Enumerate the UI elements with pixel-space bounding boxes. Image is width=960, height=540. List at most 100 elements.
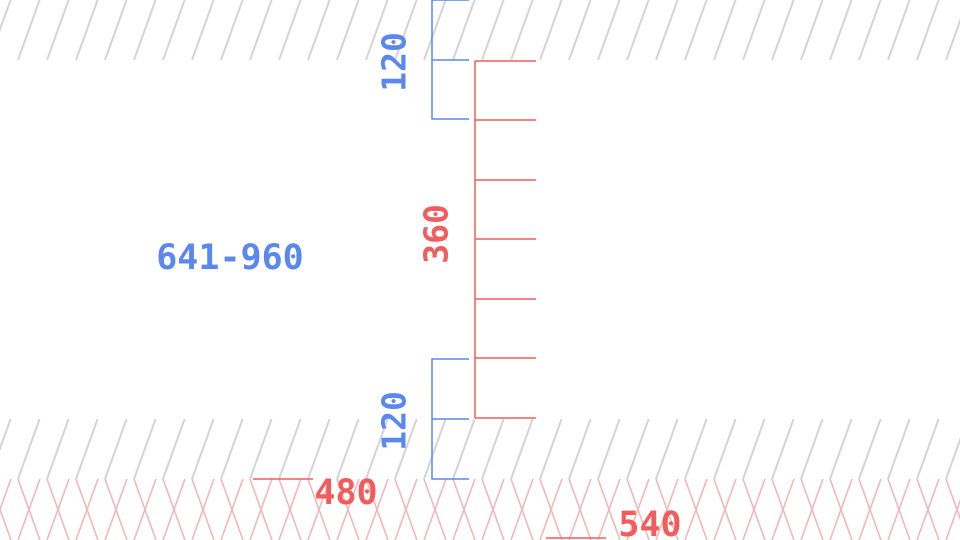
hatch-line — [568, 479, 592, 540]
hatch-line — [452, 419, 476, 479]
hatch-line — [829, 419, 853, 479]
hatch-line — [336, 419, 360, 479]
hatch-line — [800, 419, 824, 479]
hatch-line — [104, 479, 128, 540]
hatch-line — [510, 479, 534, 540]
hatch-line — [829, 479, 853, 540]
hatch-line — [365, 479, 389, 540]
hatch-line — [104, 0, 128, 60]
hatch-line — [307, 419, 331, 479]
hatch-line — [75, 419, 99, 479]
hatch-line — [17, 0, 41, 60]
hatch-line — [742, 0, 766, 60]
hatch-line — [75, 0, 99, 60]
hatch-line — [0, 419, 12, 452]
hatch-line — [17, 479, 41, 540]
hatch-line — [191, 419, 215, 479]
hatch-line — [162, 0, 186, 60]
hatch-line — [481, 0, 505, 60]
hatch-line — [365, 419, 389, 479]
center-span-label: 360 — [417, 204, 456, 264]
hatch-line — [829, 0, 853, 60]
hatch-line — [684, 479, 708, 540]
hatch-line — [916, 419, 940, 479]
hatch-line — [597, 419, 621, 479]
hatch-line — [655, 479, 679, 540]
hatch-band-lower — [0, 419, 960, 479]
hatch-line — [46, 0, 70, 60]
hatch-line — [684, 419, 708, 479]
red-ruler — [474, 60, 536, 419]
hatch-line — [0, 0, 12, 33]
hatch-line — [626, 479, 650, 540]
hatch-line — [481, 419, 505, 479]
hatch-line — [887, 419, 911, 479]
hatch-line — [278, 419, 302, 479]
hatch-line — [771, 479, 795, 540]
bottom-span-label: 120 — [375, 391, 414, 451]
hatch-line — [423, 479, 447, 540]
hatch-line — [945, 479, 960, 521]
crosshatch-band-bottom — [0, 479, 960, 540]
hatch-line — [75, 479, 99, 540]
hatch-line — [17, 419, 41, 479]
hatch-line — [423, 0, 447, 60]
hatch-line — [742, 419, 766, 479]
hatch-line — [394, 419, 418, 479]
hatch-line — [510, 419, 534, 479]
blue-bracket-bottom — [431, 358, 469, 480]
hatch-line — [365, 0, 389, 60]
hatch-line — [713, 419, 737, 479]
hatch-line — [916, 479, 940, 540]
hatch-line — [858, 479, 882, 540]
hatch-line — [539, 479, 563, 540]
hatch-line — [162, 479, 186, 540]
hatch-line — [191, 0, 215, 60]
hatch-line — [278, 0, 302, 60]
hatch-line — [220, 479, 244, 540]
hatch-line — [713, 479, 737, 540]
hatch-line — [684, 0, 708, 60]
hatch-line — [887, 0, 911, 60]
hatch-line — [597, 0, 621, 60]
hatch-line — [655, 419, 679, 479]
hatch-line — [394, 479, 418, 540]
hatch-line — [945, 498, 960, 540]
blue-bracket-top — [431, 0, 469, 120]
hatch-line — [0, 507, 12, 540]
hatch-line — [510, 0, 534, 60]
hatch-line — [568, 419, 592, 479]
hatch-line — [916, 0, 940, 60]
hatch-line — [46, 479, 70, 540]
hatch-line — [220, 0, 244, 60]
hatch-line — [336, 0, 360, 60]
hatch-line — [771, 419, 795, 479]
hatch-line — [249, 479, 273, 540]
hatch-line — [307, 0, 331, 60]
hatch-line — [0, 479, 12, 512]
hatch-line — [220, 419, 244, 479]
hatch-line — [568, 0, 592, 60]
hatch-band-top — [0, 0, 960, 60]
hatch-line — [800, 479, 824, 540]
hatch-line — [539, 419, 563, 479]
hatch-line — [46, 419, 70, 479]
hatch-line — [858, 0, 882, 60]
hatch-line — [452, 479, 476, 540]
hatch-line — [452, 0, 476, 60]
edge-label-540: 540 — [618, 505, 681, 540]
hatch-line — [423, 419, 447, 479]
hatch-line — [713, 0, 737, 60]
hatch-line — [249, 0, 273, 60]
hatch-line — [597, 479, 621, 540]
hatch-line — [742, 479, 766, 540]
hatch-line — [945, 18, 960, 60]
hatch-line — [394, 0, 418, 60]
edge-label-480: 480 — [314, 473, 377, 513]
hatch-line — [655, 0, 679, 60]
hatch-line — [133, 479, 157, 540]
top-span-label: 120 — [375, 32, 414, 92]
hatch-line — [539, 0, 563, 60]
hatch-line — [626, 419, 650, 479]
